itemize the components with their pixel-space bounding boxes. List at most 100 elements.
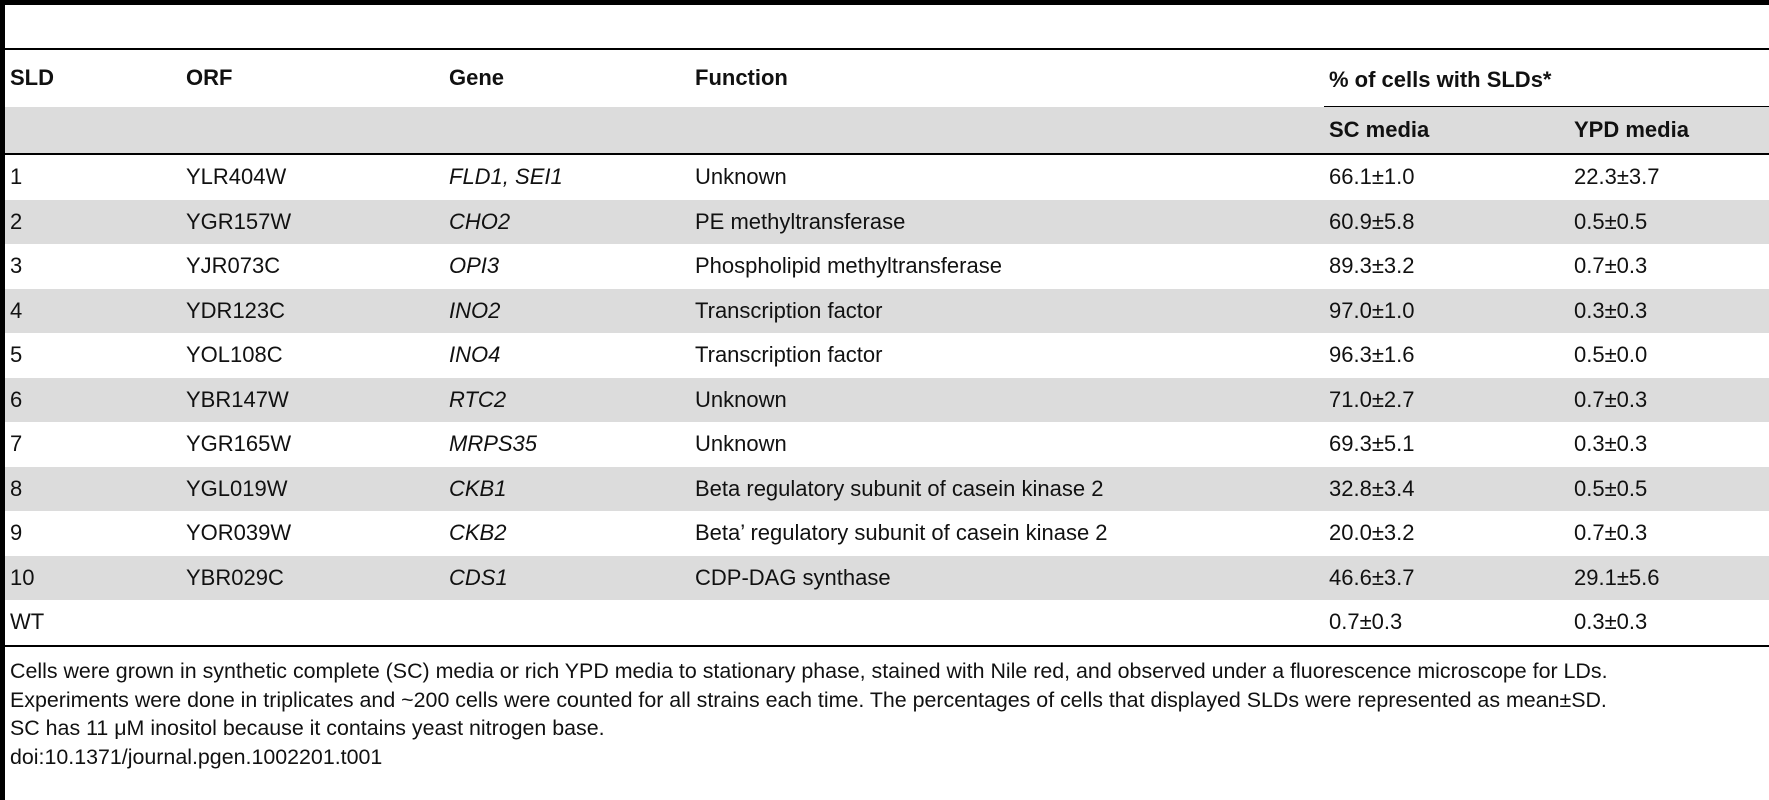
table-header: SLD ORF Gene Function % of cells with SL… <box>5 49 1769 154</box>
header-ypd-media: YPD media <box>1569 106 1769 154</box>
cell-orf: YBR147W <box>181 377 444 422</box>
cell-function <box>690 600 1324 646</box>
cell-ypd-media: 0.3±0.3 <box>1574 431 1648 457</box>
cell-ypd-media: 29.1±5.6 <box>1569 555 1769 600</box>
header-sc-media: SC media <box>1324 106 1569 154</box>
cell-ypd-media: 0.7±0.3 <box>1569 377 1769 422</box>
cell-sld: 5 <box>10 342 23 368</box>
cell-sc-media: 66.1±1.0 <box>1329 164 1415 190</box>
cell-sc-media: 71.0±2.7 <box>1324 377 1569 422</box>
cell-sc-media: 89.3±3.2 <box>1329 253 1415 279</box>
header-row-primary: SLD ORF Gene Function % of cells with SL… <box>5 49 1769 107</box>
table-footnote: Cells were grown in synthetic complete (… <box>10 657 1765 771</box>
table-row: 7 YGR165W MRPS35 Unknown 69.3±5.1 0.3±0.3 <box>5 422 1769 467</box>
cell-sld: WT <box>10 609 45 635</box>
doi-line: doi:10.1371/journal.pgen.1002201.t001 <box>10 744 383 769</box>
cell-sld: 10 <box>5 555 181 600</box>
cell-sld: 1 <box>10 164 23 190</box>
table-row: 10 YBR029C CDS1 CDP-DAG synthase 46.6±3.7 29.… <box>5 555 1769 600</box>
cell-gene: CKB1 <box>444 466 690 511</box>
cell-ypd-media: 0.7±0.3 <box>1574 253 1648 279</box>
table-row: 5 YOL108C INO4 Transcription factor 96.3±1.6… <box>5 333 1769 378</box>
table-row: WT 0.7±0.3 0.3±0.3 <box>5 600 1769 646</box>
cell-ypd-media: 0.5±0.0 <box>1574 342 1648 368</box>
cell-function: CDP-DAG synthase <box>690 555 1324 600</box>
cell-ypd-media: 0.5±0.5 <box>1569 199 1769 244</box>
cell-gene: INO2 <box>444 288 690 333</box>
cell-orf: YBR029C <box>181 555 444 600</box>
table-body: 1 YLR404W FLD1, SEI1 Unknown 66.1±1.0 22.3±3.… <box>5 154 1769 646</box>
cell-orf: YGR165W <box>186 431 292 457</box>
data-table-container: SLD ORF Gene Function % of cells with SL… <box>5 48 1769 647</box>
cell-function: Beta’ regulatory subunit of casein kinas… <box>695 520 1108 546</box>
cell-function: Unknown <box>690 377 1324 422</box>
sld-mutants-table: SLD ORF Gene Function % of cells with SL… <box>5 48 1769 647</box>
top-border-rule <box>0 0 1769 5</box>
cell-sc-media: 20.0±3.2 <box>1329 520 1415 546</box>
cell-orf <box>181 600 444 646</box>
cell-function: Phospholipid methyltransferase <box>695 253 1002 279</box>
left-border-rule <box>0 0 5 800</box>
table-row: 8 YGL019W CKB1 Beta regulatory subunit of c… <box>5 466 1769 511</box>
cell-sld: 4 <box>5 288 181 333</box>
cell-orf: YLR404W <box>186 164 287 190</box>
header-blank-orf <box>181 106 444 154</box>
cell-ypd-media: 0.5±0.5 <box>1569 466 1769 511</box>
cell-function: Transcription factor <box>690 288 1324 333</box>
cell-ypd-media: 0.3±0.3 <box>1574 609 1648 635</box>
cell-gene: MRPS35 <box>449 431 538 457</box>
cell-sld: 8 <box>5 466 181 511</box>
cell-sc-media: 0.7±0.3 <box>1329 609 1403 635</box>
header-gene: Gene <box>449 65 505 91</box>
cell-gene: RTC2 <box>444 377 690 422</box>
header-orf: ORF <box>186 65 233 91</box>
cell-ypd-media: 0.7±0.3 <box>1574 520 1648 546</box>
footnote-line: Experiments were done in triplicates and… <box>10 687 1607 712</box>
cell-sc-media: 69.3±5.1 <box>1329 431 1415 457</box>
footnote-line: Cells were grown in synthetic complete (… <box>10 659 1608 683</box>
cell-gene: CKB2 <box>449 520 507 546</box>
cell-gene: CHO2 <box>444 199 690 244</box>
cell-orf: YGR157W <box>181 199 444 244</box>
cell-orf: YOR039W <box>186 520 292 546</box>
cell-ypd-media: 22.3±3.7 <box>1574 164 1660 190</box>
header-blank-function <box>690 106 1324 154</box>
cell-sc-media: 46.6±3.7 <box>1324 555 1569 600</box>
header-blank-gene <box>444 106 690 154</box>
table-row: 3 YJR073C OPI3 Phospholipid methyltransfera… <box>5 244 1769 289</box>
cell-sld: 9 <box>10 520 23 546</box>
table-row: 6 YBR147W RTC2 Unknown 71.0±2.7 0.7±0.3 <box>5 377 1769 422</box>
cell-sld: 7 <box>10 431 23 457</box>
cell-gene: INO4 <box>449 342 501 368</box>
cell-orf: YGL019W <box>181 466 444 511</box>
header-percent-cells: % of cells with SLDs* <box>1324 49 1769 107</box>
header-function: Function <box>695 65 788 91</box>
table-row: 4 YDR123C INO2 Transcription factor 97.0±1.0… <box>5 288 1769 333</box>
cell-function: Unknown <box>695 431 787 457</box>
header-row-secondary: SC media YPD media <box>5 106 1769 154</box>
cell-orf: YOL108C <box>186 342 283 368</box>
cell-function: Beta regulatory subunit of casein kinase… <box>690 466 1324 511</box>
table-row: 1 YLR404W FLD1, SEI1 Unknown 66.1±1.0 22.3±3.… <box>5 154 1769 200</box>
cell-function: Unknown <box>695 164 787 190</box>
cell-sc-media: 60.9±5.8 <box>1324 199 1569 244</box>
footnote-line: SC has 11 μM inositol because it contain… <box>10 716 605 741</box>
table-row: 9 YOR039W CKB2 Beta’ regulatory subunit of … <box>5 511 1769 556</box>
cell-orf: YDR123C <box>181 288 444 333</box>
cell-sld: 3 <box>10 253 23 279</box>
cell-gene: OPI3 <box>449 253 500 279</box>
cell-sc-media: 32.8±3.4 <box>1324 466 1569 511</box>
cell-gene: CDS1 <box>444 555 690 600</box>
cell-orf: YJR073C <box>186 253 281 279</box>
cell-ypd-media: 0.3±0.3 <box>1569 288 1769 333</box>
table-row: 2 YGR157W CHO2 PE methyltransferase 60.9±5.8… <box>5 199 1769 244</box>
cell-sc-media: 97.0±1.0 <box>1324 288 1569 333</box>
cell-function: Transcription factor <box>695 342 883 368</box>
cell-sld: 6 <box>5 377 181 422</box>
cell-gene: FLD1, SEI1 <box>449 164 563 190</box>
cell-gene <box>444 600 690 646</box>
cell-sld: 2 <box>5 199 181 244</box>
cell-function: PE methyltransferase <box>690 199 1324 244</box>
header-sld: SLD <box>10 65 54 91</box>
cell-sc-media: 96.3±1.6 <box>1329 342 1415 368</box>
